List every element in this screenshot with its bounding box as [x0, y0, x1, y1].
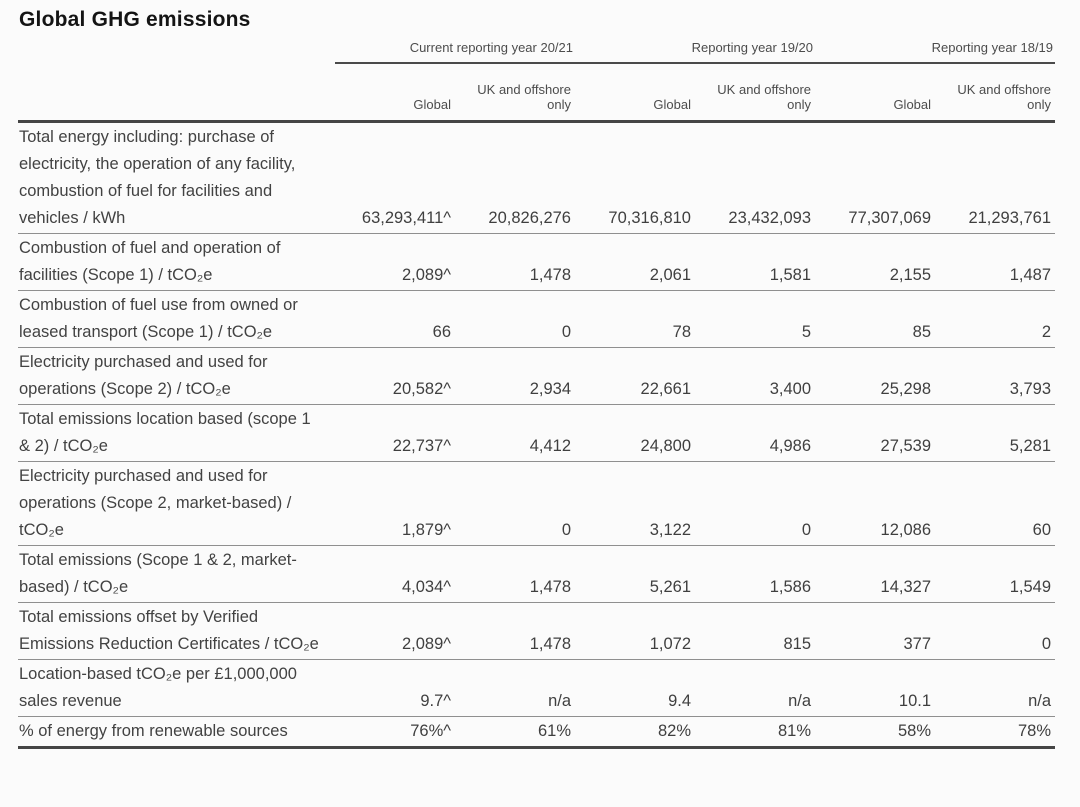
value-cell: 12,086 — [815, 461, 936, 546]
row-label: Combustion of fuel and operation of faci… — [18, 233, 335, 291]
value-cell: 9.4 — [575, 659, 695, 717]
table-row: Combustion of fuel and operation of faci… — [18, 233, 1056, 291]
value-cell: 0 — [455, 290, 575, 348]
table-body: Total energy including: purchase of elec… — [18, 121, 1056, 749]
row-label: Electricity purchased and used for opera… — [18, 347, 335, 405]
year-group-current: Current reporting year 20/21 — [335, 34, 575, 64]
value-cell: 25,298 — [815, 347, 936, 405]
table-row: Electricity purchased and used for opera… — [18, 347, 1056, 405]
subheader-row: Global UK and offshore only Global UK an… — [18, 63, 1056, 123]
row-label: Total emissions offset by Verified Emiss… — [18, 602, 335, 660]
value-cell: 4,034^ — [335, 545, 455, 603]
value-cell: 815 — [695, 602, 816, 660]
value-cell: 0 — [455, 461, 575, 546]
value-cell: 2,155 — [815, 233, 936, 291]
value-cell: 9.7^ — [335, 659, 455, 717]
value-cell: 22,661 — [575, 347, 695, 405]
row-label: Electricity purchased and used for opera… — [18, 461, 335, 546]
row-label: % of energy from renewable sources — [18, 716, 335, 749]
value-cell: 4,412 — [455, 404, 575, 462]
subheader-global: Global — [575, 63, 695, 123]
value-cell: 3,793 — [935, 347, 1056, 405]
value-cell: 82% — [575, 716, 695, 749]
row-label: Total emissions (Scope 1 & 2, market-bas… — [18, 545, 335, 603]
value-cell: 70,316,810 — [575, 121, 695, 234]
value-cell: 78 — [575, 290, 695, 348]
subheader-uk-offshore: UK and offshore only — [695, 63, 816, 123]
value-cell: 1,478 — [455, 602, 575, 660]
value-cell: 20,582^ — [335, 347, 455, 405]
header-spacer — [18, 63, 335, 123]
value-cell: 76%^ — [335, 716, 455, 749]
value-cell: 5,281 — [935, 404, 1056, 462]
table-row: Total emissions offset by Verified Emiss… — [18, 602, 1056, 660]
header-spacer — [18, 34, 335, 63]
page-title: Global GHG emissions — [19, 8, 251, 31]
value-cell: 77,307,069 — [815, 121, 936, 234]
value-cell: 3,122 — [575, 461, 695, 546]
row-label: Combustion of fuel use from owned or lea… — [18, 290, 335, 348]
value-cell: 2 — [935, 290, 1056, 348]
value-cell: 1,487 — [935, 233, 1056, 291]
value-cell: 0 — [695, 461, 816, 546]
value-cell: 60 — [935, 461, 1056, 546]
year-group-prev1: Reporting year 19/20 — [575, 34, 816, 64]
value-cell: 21,293,761 — [935, 121, 1056, 234]
value-cell: 14,327 — [815, 545, 936, 603]
table-row: Total energy including: purchase of elec… — [18, 121, 1056, 234]
value-cell: 85 — [815, 290, 936, 348]
value-cell: 1,581 — [695, 233, 816, 291]
value-cell: 81% — [695, 716, 816, 749]
subheader-uk-offshore: UK and offshore only — [935, 63, 1056, 123]
value-cell: 1,586 — [695, 545, 816, 603]
value-cell: 78% — [935, 716, 1056, 749]
value-cell: 5 — [695, 290, 816, 348]
value-cell: 4,986 — [695, 404, 816, 462]
value-cell: 2,934 — [455, 347, 575, 405]
value-cell: n/a — [935, 659, 1056, 717]
year-group-row: Current reporting year 20/21 Reporting y… — [18, 34, 1056, 64]
value-cell: 377 — [815, 602, 936, 660]
value-cell: 3,400 — [695, 347, 816, 405]
table-row: Combustion of fuel use from owned or lea… — [18, 290, 1056, 348]
value-cell: 2,089^ — [335, 602, 455, 660]
subheader-uk-offshore: UK and offshore only — [455, 63, 575, 123]
table-row: % of energy from renewable sources 76%^ … — [18, 716, 1056, 749]
subheader-global: Global — [335, 63, 455, 123]
subheader-global: Global — [815, 63, 936, 123]
table-header: Current reporting year 20/21 Reporting y… — [18, 34, 1056, 123]
value-cell: 22,737^ — [335, 404, 455, 462]
value-cell: 1,478 — [455, 233, 575, 291]
ghg-emissions-table: Current reporting year 20/21 Reporting y… — [18, 34, 1056, 749]
value-cell: 61% — [455, 716, 575, 749]
value-cell: 66 — [335, 290, 455, 348]
table-row: Total emissions location based (scope 1 … — [18, 404, 1056, 462]
value-cell: 10.1 — [815, 659, 936, 717]
value-cell: n/a — [695, 659, 816, 717]
table-row: Electricity purchased and used for opera… — [18, 461, 1056, 546]
value-cell: 5,261 — [575, 545, 695, 603]
value-cell: 58% — [815, 716, 936, 749]
value-cell: 0 — [935, 602, 1056, 660]
value-cell: 27,539 — [815, 404, 936, 462]
row-label: Total energy including: purchase of elec… — [18, 121, 335, 234]
value-cell: 2,089^ — [335, 233, 455, 291]
value-cell: 1,072 — [575, 602, 695, 660]
table-row: Location-based tCO₂e per £1,000,000 sale… — [18, 659, 1056, 717]
value-cell: 23,432,093 — [695, 121, 816, 234]
row-label: Location-based tCO₂e per £1,000,000 sale… — [18, 659, 335, 717]
row-label: Total emissions location based (scope 1 … — [18, 404, 335, 462]
value-cell: 63,293,411^ — [335, 121, 455, 234]
value-cell: 2,061 — [575, 233, 695, 291]
value-cell: 1,478 — [455, 545, 575, 603]
value-cell: 20,826,276 — [455, 121, 575, 234]
value-cell: n/a — [455, 659, 575, 717]
year-group-prev2: Reporting year 18/19 — [815, 34, 1056, 64]
table-row: Total emissions (Scope 1 & 2, market-bas… — [18, 545, 1056, 603]
value-cell: 24,800 — [575, 404, 695, 462]
value-cell: 1,879^ — [335, 461, 455, 546]
value-cell: 1,549 — [935, 545, 1056, 603]
